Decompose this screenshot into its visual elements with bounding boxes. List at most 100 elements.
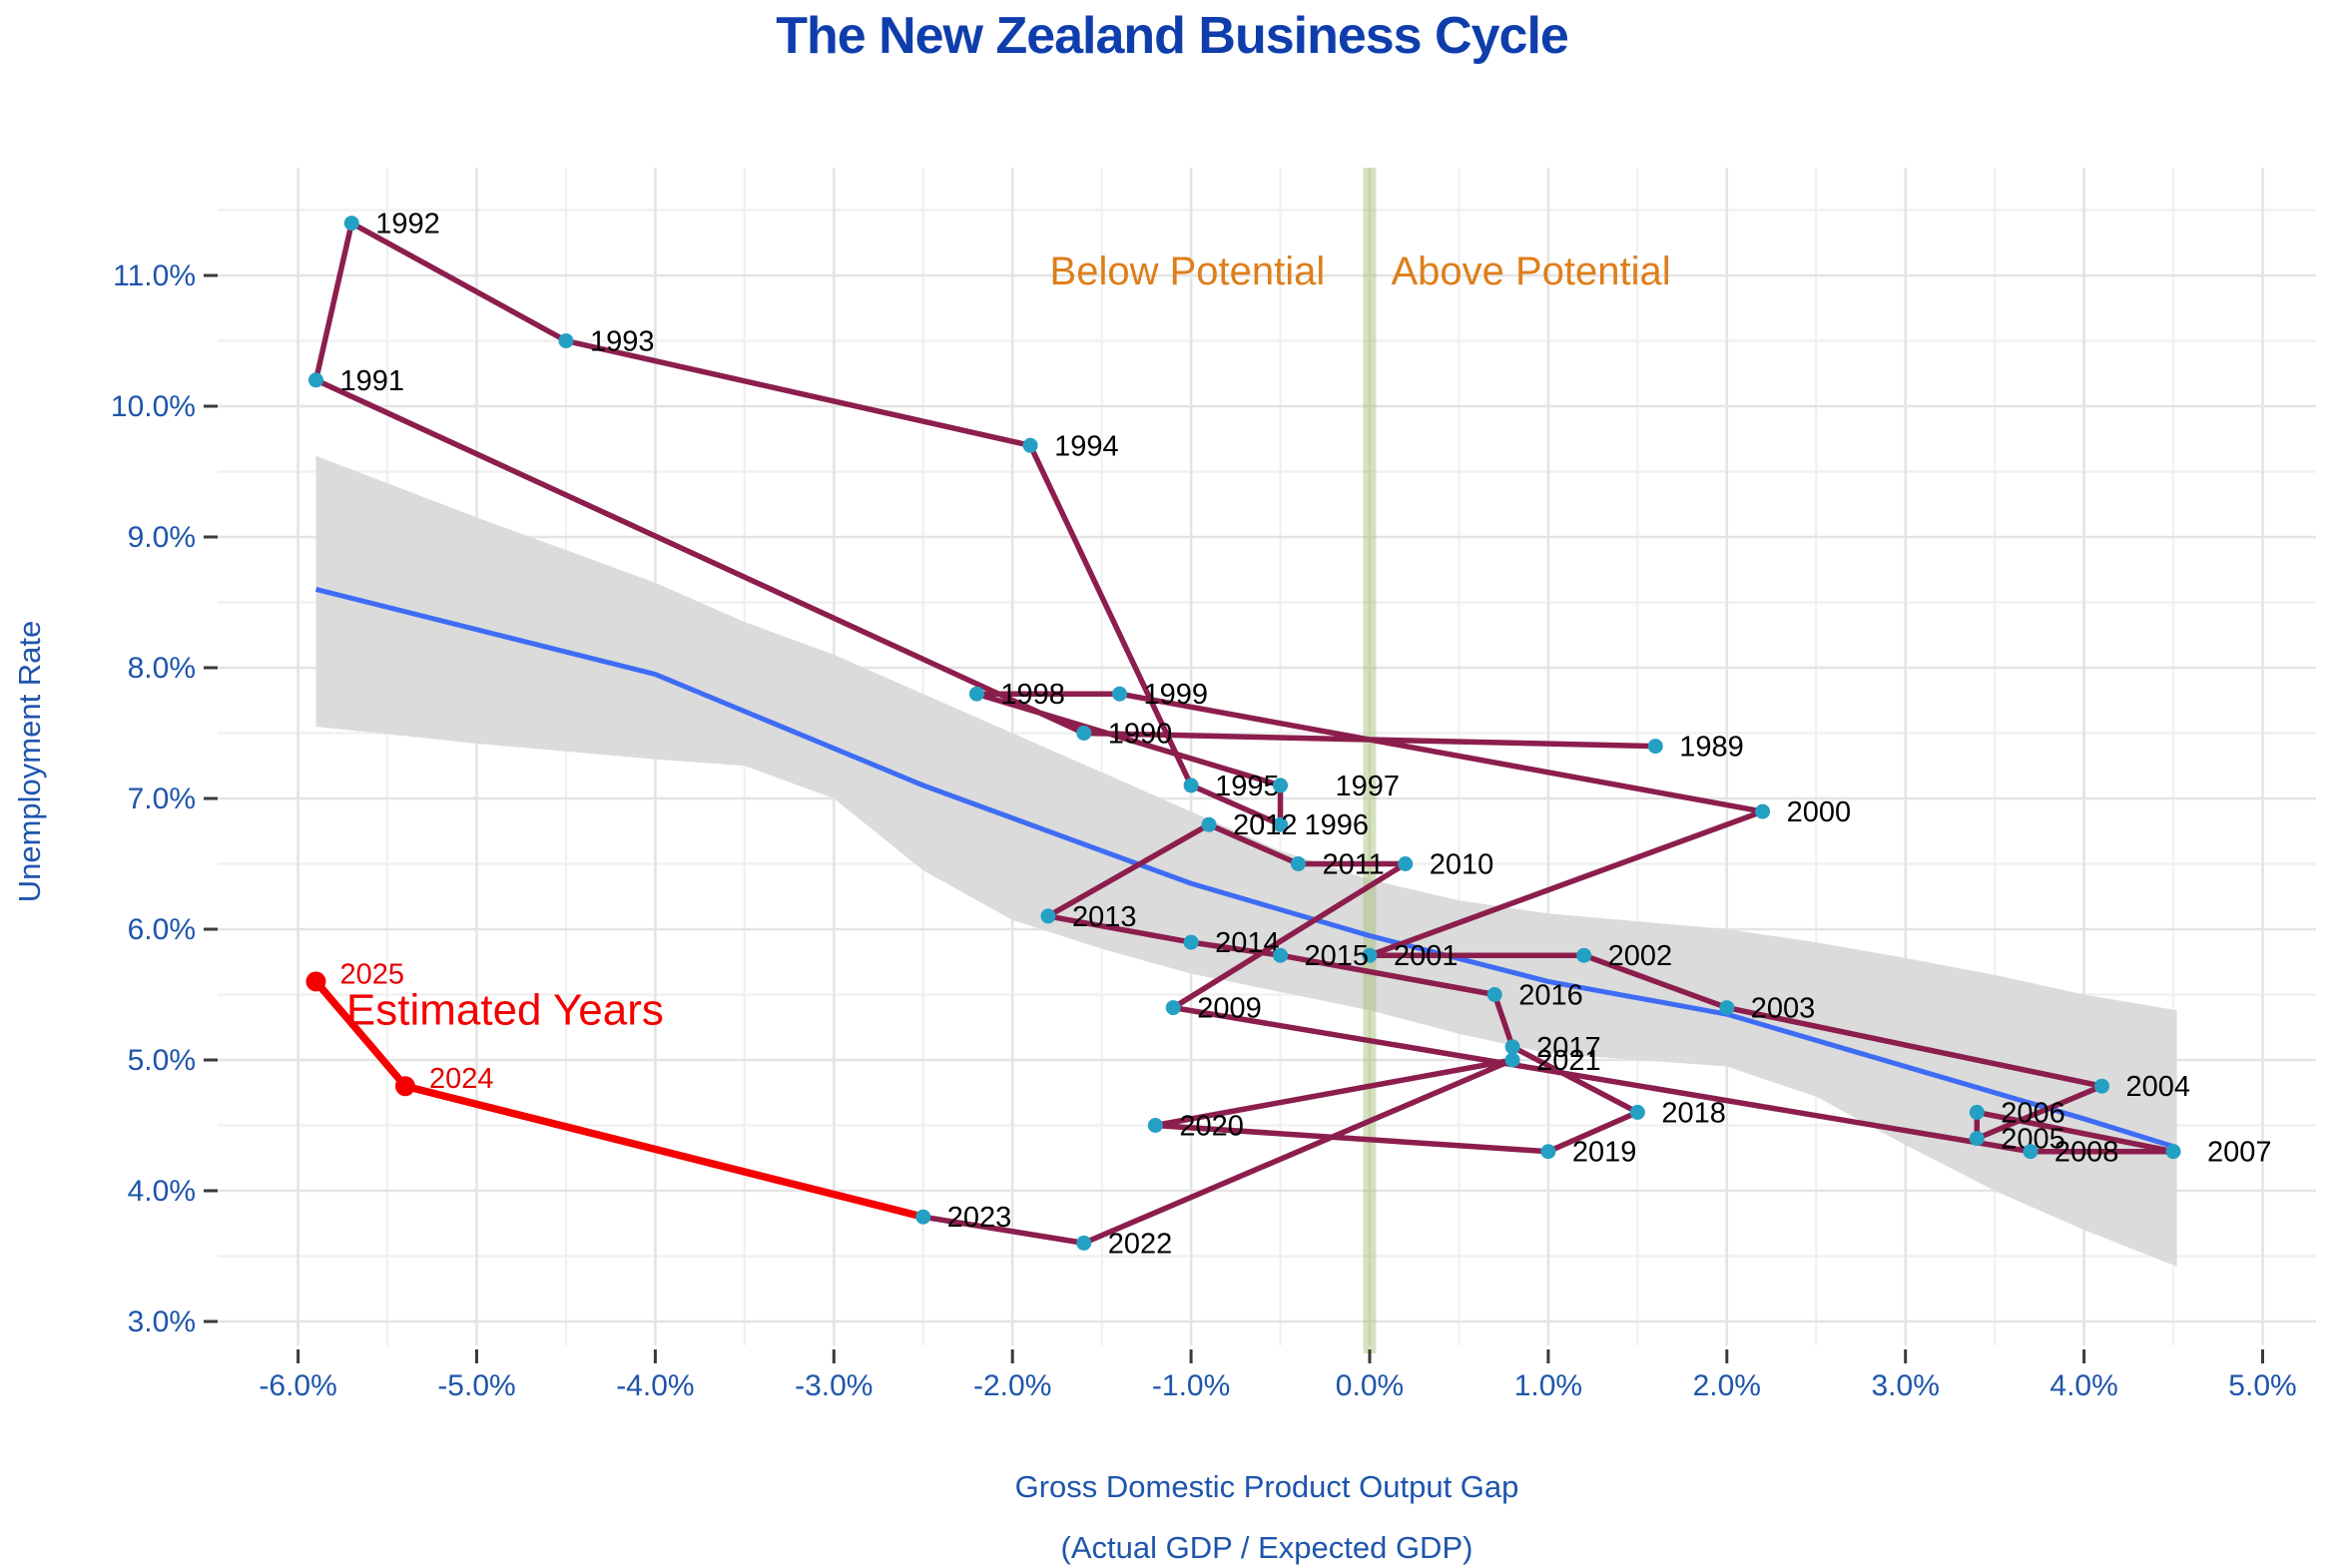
data-point-1990 bbox=[1076, 726, 1092, 741]
year-label-1998: 1998 bbox=[1000, 679, 1065, 711]
data-point-2007 bbox=[2165, 1144, 2181, 1160]
year-label-2019: 2019 bbox=[1572, 1137, 1637, 1169]
page-title: The New Zealand Business Cycle bbox=[776, 7, 1569, 65]
year-label-2007: 2007 bbox=[2207, 1137, 2272, 1169]
y-tick-label: 10.0% bbox=[111, 390, 196, 423]
data-point-1997 bbox=[1273, 778, 1289, 793]
data-point-2012 bbox=[1201, 816, 1217, 832]
data-point-2006 bbox=[1969, 1104, 1985, 1120]
year-label-1989: 1989 bbox=[1679, 732, 1744, 764]
year-label-1990: 1990 bbox=[1108, 719, 1173, 751]
data-point-2005 bbox=[1969, 1131, 1985, 1147]
x-tick-label: -1.0% bbox=[1152, 1369, 1230, 1402]
data-point-2004 bbox=[2093, 1078, 2109, 1094]
x-tick-label: 1.0% bbox=[1514, 1369, 1582, 1402]
data-point-2013 bbox=[1040, 908, 1056, 924]
y-tick-label: 11.0% bbox=[113, 260, 196, 292]
y-tick-label: 9.0% bbox=[128, 521, 196, 554]
data-point-2023 bbox=[915, 1209, 931, 1225]
data-point-2011 bbox=[1290, 856, 1306, 871]
data-point-1998 bbox=[968, 686, 984, 702]
year-label-2023: 2023 bbox=[947, 1202, 1012, 1234]
year-label-2009: 2009 bbox=[1197, 993, 1262, 1025]
year-label-2016: 2016 bbox=[1518, 980, 1583, 1012]
data-point-2025 bbox=[305, 971, 326, 992]
data-point-2021 bbox=[1504, 1052, 1520, 1068]
data-point-2018 bbox=[1629, 1104, 1645, 1120]
annotation-below-potential: Below Potential bbox=[1050, 250, 1326, 293]
year-label-2022: 2022 bbox=[1108, 1228, 1173, 1260]
x-tick-label: 4.0% bbox=[2050, 1369, 2117, 1402]
x-tick-label: -3.0% bbox=[795, 1369, 873, 1402]
x-tick-label: 3.0% bbox=[1872, 1369, 1940, 1402]
year-label-2008: 2008 bbox=[2054, 1137, 2119, 1169]
year-label-1992: 1992 bbox=[375, 209, 440, 241]
zero-line bbox=[1363, 168, 1377, 1353]
year-label-2012: 2012 bbox=[1233, 809, 1298, 841]
year-label-2013: 2013 bbox=[1072, 901, 1137, 933]
year-label-2018: 2018 bbox=[1661, 1097, 1726, 1129]
annotation-above-potential: Above Potential bbox=[1391, 250, 1670, 293]
data-point-2015 bbox=[1273, 947, 1289, 963]
year-label-2025: 2025 bbox=[339, 958, 404, 990]
trend-line bbox=[314, 586, 2178, 1151]
year-label-1997: 1997 bbox=[1336, 771, 1401, 802]
year-label-2024: 2024 bbox=[429, 1063, 494, 1095]
year-label-2021: 2021 bbox=[1536, 1045, 1601, 1077]
data-point-1989 bbox=[1647, 739, 1663, 755]
year-label-1995: 1995 bbox=[1215, 771, 1280, 802]
year-label-2002: 2002 bbox=[1608, 940, 1673, 972]
data-point-2014 bbox=[1183, 934, 1199, 950]
x-axis-title-line1: Gross Domestic Product Output Gap bbox=[1014, 1469, 1519, 1504]
x-axis-title-line2: (Actual GDP / Expected GDP) bbox=[1060, 1530, 1473, 1565]
year-label-1991: 1991 bbox=[339, 365, 404, 397]
x-tick-label: 0.0% bbox=[1336, 1369, 1404, 1402]
data-point-1992 bbox=[343, 216, 359, 232]
data-point-2020 bbox=[1147, 1118, 1163, 1133]
year-label-2020: 2020 bbox=[1179, 1111, 1244, 1143]
y-tick-label: 3.0% bbox=[128, 1306, 196, 1338]
data-point-1991 bbox=[307, 372, 323, 388]
x-tick-label: -2.0% bbox=[973, 1369, 1051, 1402]
year-label-2004: 2004 bbox=[2125, 1071, 2190, 1103]
data-point-1993 bbox=[558, 333, 574, 348]
data-point-2001 bbox=[1362, 947, 1378, 963]
data-point-2016 bbox=[1486, 987, 1502, 1002]
y-tick-label: 8.0% bbox=[128, 652, 196, 685]
year-label-2000: 2000 bbox=[1787, 796, 1852, 828]
data-point-1994 bbox=[1022, 437, 1038, 453]
year-label-2017: 2017 bbox=[1536, 1032, 1601, 1064]
data-point-1995 bbox=[1183, 778, 1199, 793]
data-point-2017 bbox=[1504, 1039, 1520, 1055]
data-point-2003 bbox=[1719, 1000, 1735, 1016]
data-point-2022 bbox=[1076, 1235, 1092, 1251]
x-tick-label: -5.0% bbox=[437, 1369, 515, 1402]
data-point-2000 bbox=[1755, 803, 1771, 819]
year-label-1999: 1999 bbox=[1144, 679, 1209, 711]
x-tick-label: 5.0% bbox=[2228, 1369, 2296, 1402]
x-tick-label: -4.0% bbox=[616, 1369, 694, 1402]
year-label-2010: 2010 bbox=[1430, 849, 1494, 881]
data-point-2024 bbox=[394, 1076, 415, 1097]
data-point-2002 bbox=[1576, 947, 1592, 963]
year-label-2001: 2001 bbox=[1394, 940, 1459, 972]
year-label-1996: 1996 bbox=[1305, 809, 1370, 841]
x-tick-label: 2.0% bbox=[1693, 1369, 1761, 1402]
x-tick-label: -6.0% bbox=[259, 1369, 336, 1402]
data-point-1999 bbox=[1112, 686, 1128, 702]
data-point-2010 bbox=[1398, 856, 1414, 871]
y-tick-label: 6.0% bbox=[128, 913, 196, 946]
year-label-2003: 2003 bbox=[1751, 993, 1816, 1025]
data-point-2008 bbox=[2023, 1144, 2039, 1160]
data-point-2009 bbox=[1165, 1000, 1181, 1016]
y-tick-label: 7.0% bbox=[128, 783, 196, 815]
year-label-2006: 2006 bbox=[2001, 1097, 2065, 1129]
data-point-1996 bbox=[1273, 816, 1289, 832]
data-point-2019 bbox=[1540, 1144, 1556, 1160]
y-tick-label: 4.0% bbox=[128, 1175, 196, 1208]
annotation-estimated-years: Estimated Years bbox=[346, 986, 664, 1035]
year-label-2014: 2014 bbox=[1215, 927, 1280, 959]
year-label-1993: 1993 bbox=[590, 326, 655, 358]
